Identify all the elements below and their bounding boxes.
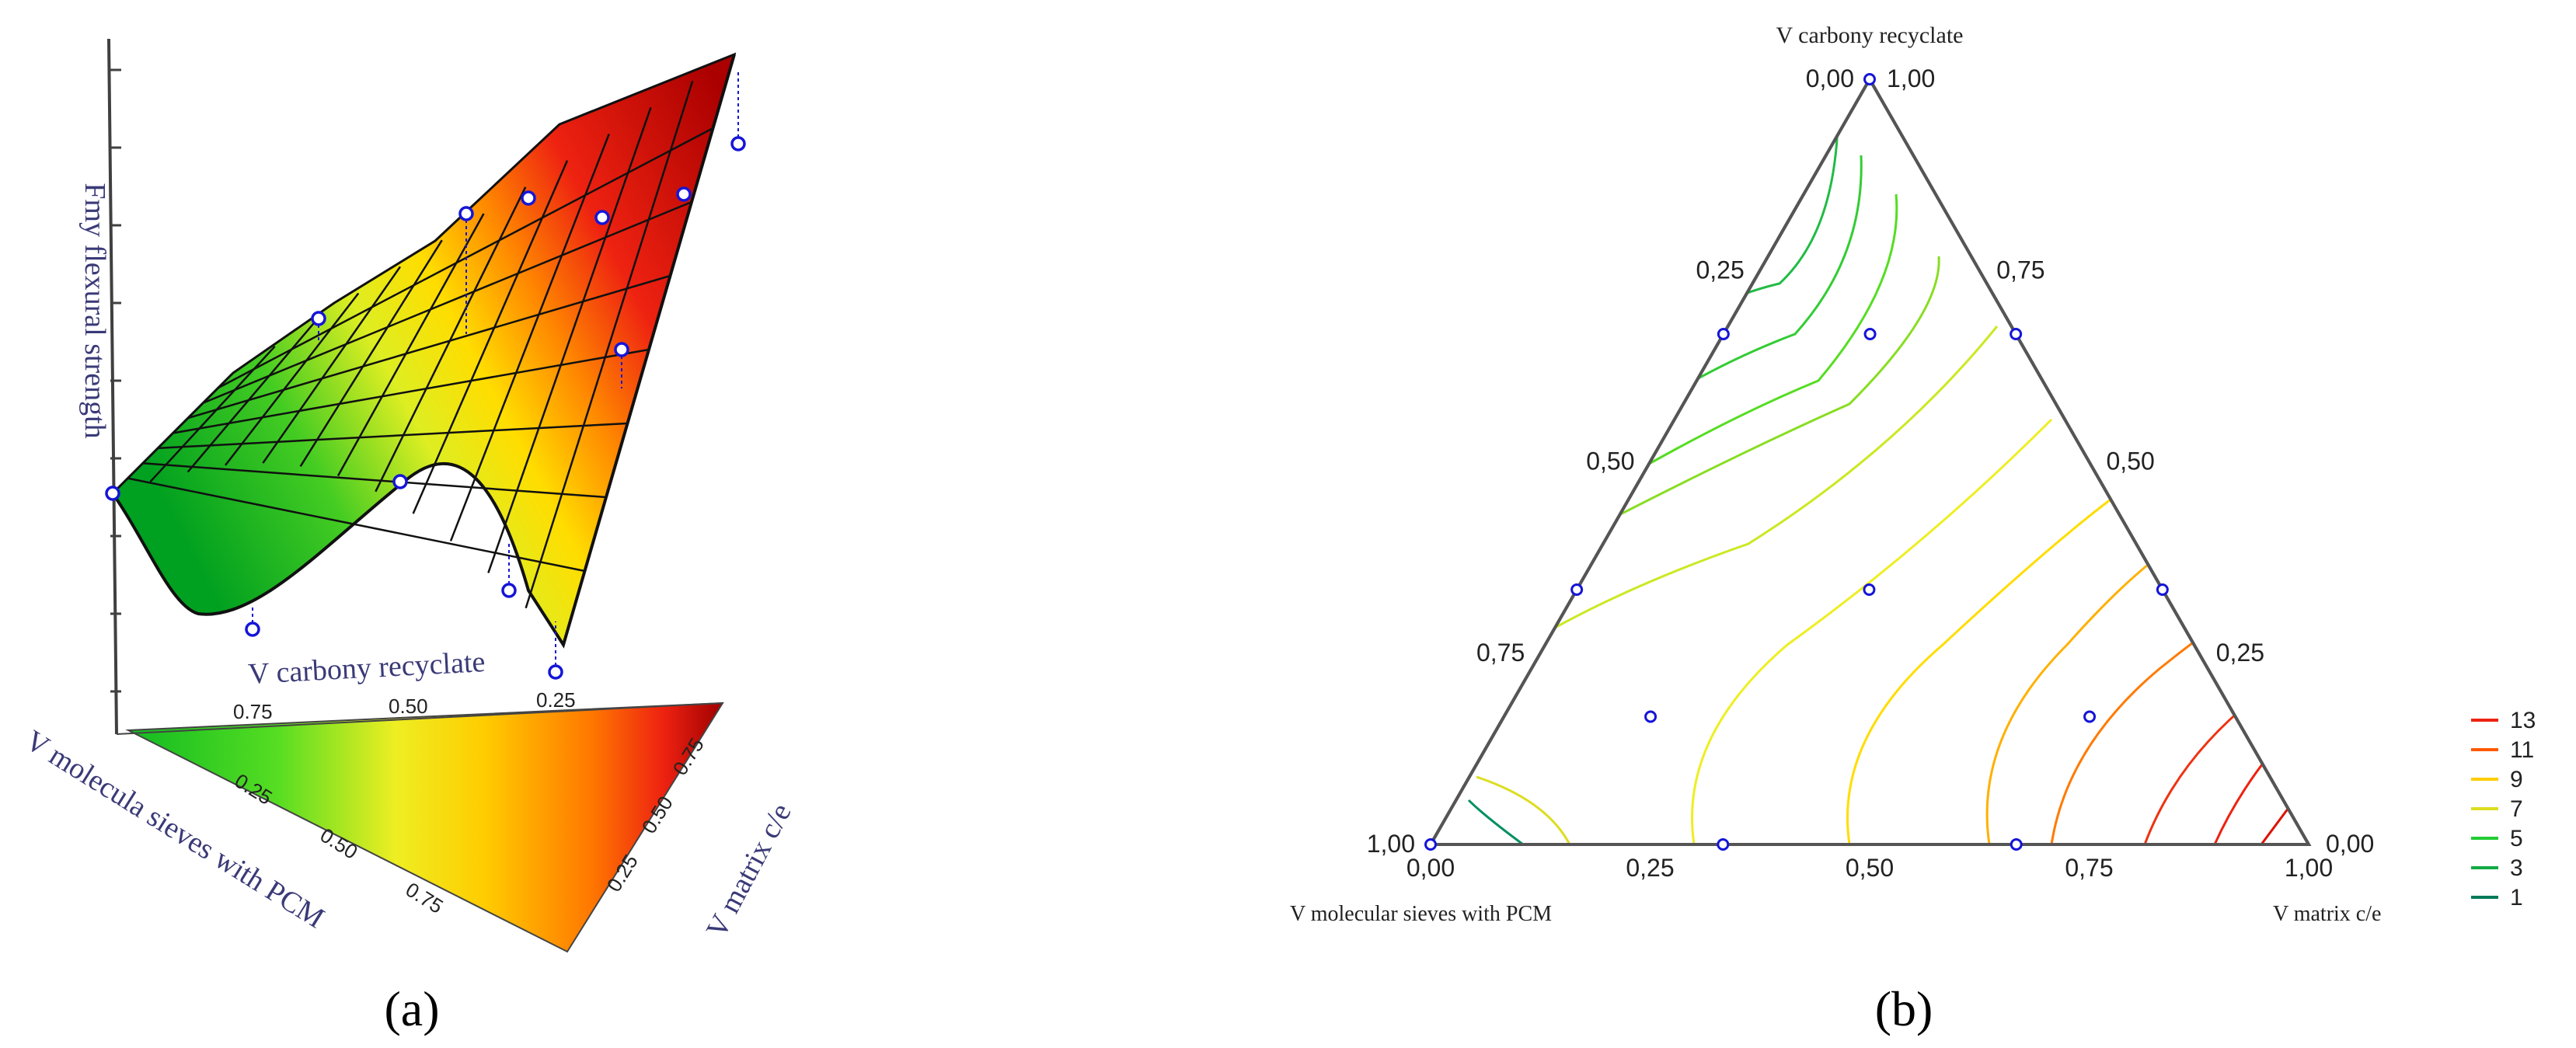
bottom-tick: 0,50 bbox=[1846, 854, 1894, 882]
matrix-axis-label: V matrix c/e bbox=[700, 798, 798, 943]
design-point bbox=[1717, 838, 1730, 851]
design-point bbox=[1863, 583, 1876, 596]
carbony-tick: 0.75 bbox=[233, 700, 273, 723]
grid-line bbox=[525, 80, 694, 609]
design-point bbox=[2083, 710, 2097, 723]
grid-line bbox=[262, 266, 402, 464]
legend-label: 9 bbox=[2510, 767, 2523, 792]
contour-line bbox=[1985, 542, 2177, 844]
surface-point bbox=[730, 136, 746, 151]
grid-line bbox=[375, 186, 527, 493]
right-tick: 1,00 bbox=[1887, 64, 1935, 92]
design-point bbox=[1570, 583, 1584, 596]
contour-line bbox=[1691, 418, 2053, 844]
carbony-tick: 0.25 bbox=[536, 688, 576, 712]
carbony-axis-label: V carbony recyclate bbox=[247, 646, 486, 691]
surface-point bbox=[105, 486, 120, 501]
floor-projection bbox=[125, 702, 724, 953]
grid-line bbox=[202, 200, 692, 404]
surface-point bbox=[392, 474, 408, 489]
carbony-tick: 0.50 bbox=[389, 695, 428, 718]
surface-point bbox=[458, 206, 474, 221]
grid-line bbox=[299, 239, 443, 468]
grid-line bbox=[487, 106, 652, 573]
legend-label: 5 bbox=[2510, 826, 2523, 851]
contour-legend: 13 11 9 7 5 3 1 bbox=[2471, 708, 2536, 910]
left-tick: 0,25 bbox=[1696, 256, 1744, 284]
design-point bbox=[2010, 328, 2023, 341]
floor-edge bbox=[116, 702, 723, 735]
panel-label-b: (b) bbox=[1875, 981, 1933, 1036]
legend-label: 3 bbox=[2510, 855, 2523, 881]
design-point bbox=[1644, 710, 1657, 723]
surface-point bbox=[501, 583, 517, 598]
bottom-tick: 0,00 bbox=[1407, 854, 1455, 882]
contour-line bbox=[1476, 775, 1571, 844]
surface-point bbox=[594, 210, 610, 225]
design-point bbox=[1424, 838, 1437, 851]
right-tick: 0,50 bbox=[2107, 447, 2155, 475]
legend-label: 13 bbox=[2510, 708, 2536, 733]
design-point bbox=[1863, 73, 1876, 85]
bottom-tick: 0,75 bbox=[2065, 854, 2113, 882]
grid-line bbox=[127, 477, 585, 573]
design-point bbox=[1863, 328, 1877, 341]
surface-point bbox=[676, 186, 692, 202]
right-tick: 0,00 bbox=[2326, 830, 2374, 858]
vertex-label-top: V carbony recyclate bbox=[1776, 23, 1964, 48]
surface-points bbox=[105, 70, 746, 680]
surface-point bbox=[311, 311, 326, 326]
surface-point bbox=[521, 190, 536, 206]
legend-label: 11 bbox=[2510, 737, 2534, 763]
design-point bbox=[1717, 328, 1730, 341]
z-axis-label: Fmy flexural strength bbox=[78, 183, 111, 438]
ternary-ticks: 0,00 0,25 0,50 0,75 1,00 1,00 0,75 0,50 0,25 0,00… bbox=[1367, 64, 2375, 882]
left-tick: 1,00 bbox=[1367, 830, 1415, 858]
grid-line bbox=[173, 348, 650, 434]
grid-line bbox=[158, 422, 628, 450]
bottom-tick: 1,00 bbox=[2285, 854, 2333, 882]
z-axis-ticks bbox=[110, 68, 121, 693]
surface-point bbox=[245, 621, 260, 637]
left-tick: 0,50 bbox=[1586, 447, 1634, 475]
bottom-tick: 0,25 bbox=[1626, 854, 1674, 882]
design-point bbox=[2010, 838, 2023, 851]
grid-line bbox=[449, 134, 610, 541]
legend-label: 7 bbox=[2510, 796, 2523, 822]
design-point bbox=[2156, 583, 2169, 596]
right-tick: 0,25 bbox=[2216, 639, 2264, 667]
vertex-label-right: V matrix c/e bbox=[2273, 902, 2381, 926]
surface-point bbox=[614, 342, 629, 357]
surface-plot: Fmy flexural strength 0.75 0.50 0.25 0.2… bbox=[19, 38, 798, 1036]
grid-line bbox=[225, 292, 360, 466]
ternary-outline bbox=[1427, 75, 2312, 846]
left-tick: 0,75 bbox=[1476, 639, 1525, 667]
contour-line bbox=[1467, 799, 1524, 844]
left-tick: 0,00 bbox=[1806, 64, 1854, 92]
surface-mesh bbox=[111, 52, 737, 648]
grid-line bbox=[187, 274, 671, 420]
grid-line bbox=[412, 160, 569, 514]
panel-label-a: (a) bbox=[384, 981, 439, 1036]
contour-line bbox=[1846, 496, 2114, 844]
surface-edge bbox=[111, 54, 736, 649]
grid-line bbox=[186, 319, 318, 473]
grid-line bbox=[336, 213, 485, 477]
contour-line bbox=[2260, 807, 2290, 844]
grid-line bbox=[142, 462, 607, 499]
z-axis-line bbox=[107, 38, 118, 735]
design-points bbox=[1424, 73, 2169, 851]
right-tick: 0,75 bbox=[1996, 256, 2044, 284]
ternary-plot: 0,00 0,25 0,50 0,75 1,00 1,00 0,75 0,50 0,25 0,00… bbox=[1290, 23, 2536, 1036]
vertex-label-left: V molecular sieves with PCM bbox=[1290, 902, 1552, 926]
surface-point bbox=[548, 664, 563, 680]
legend-label: 1 bbox=[2510, 885, 2523, 910]
